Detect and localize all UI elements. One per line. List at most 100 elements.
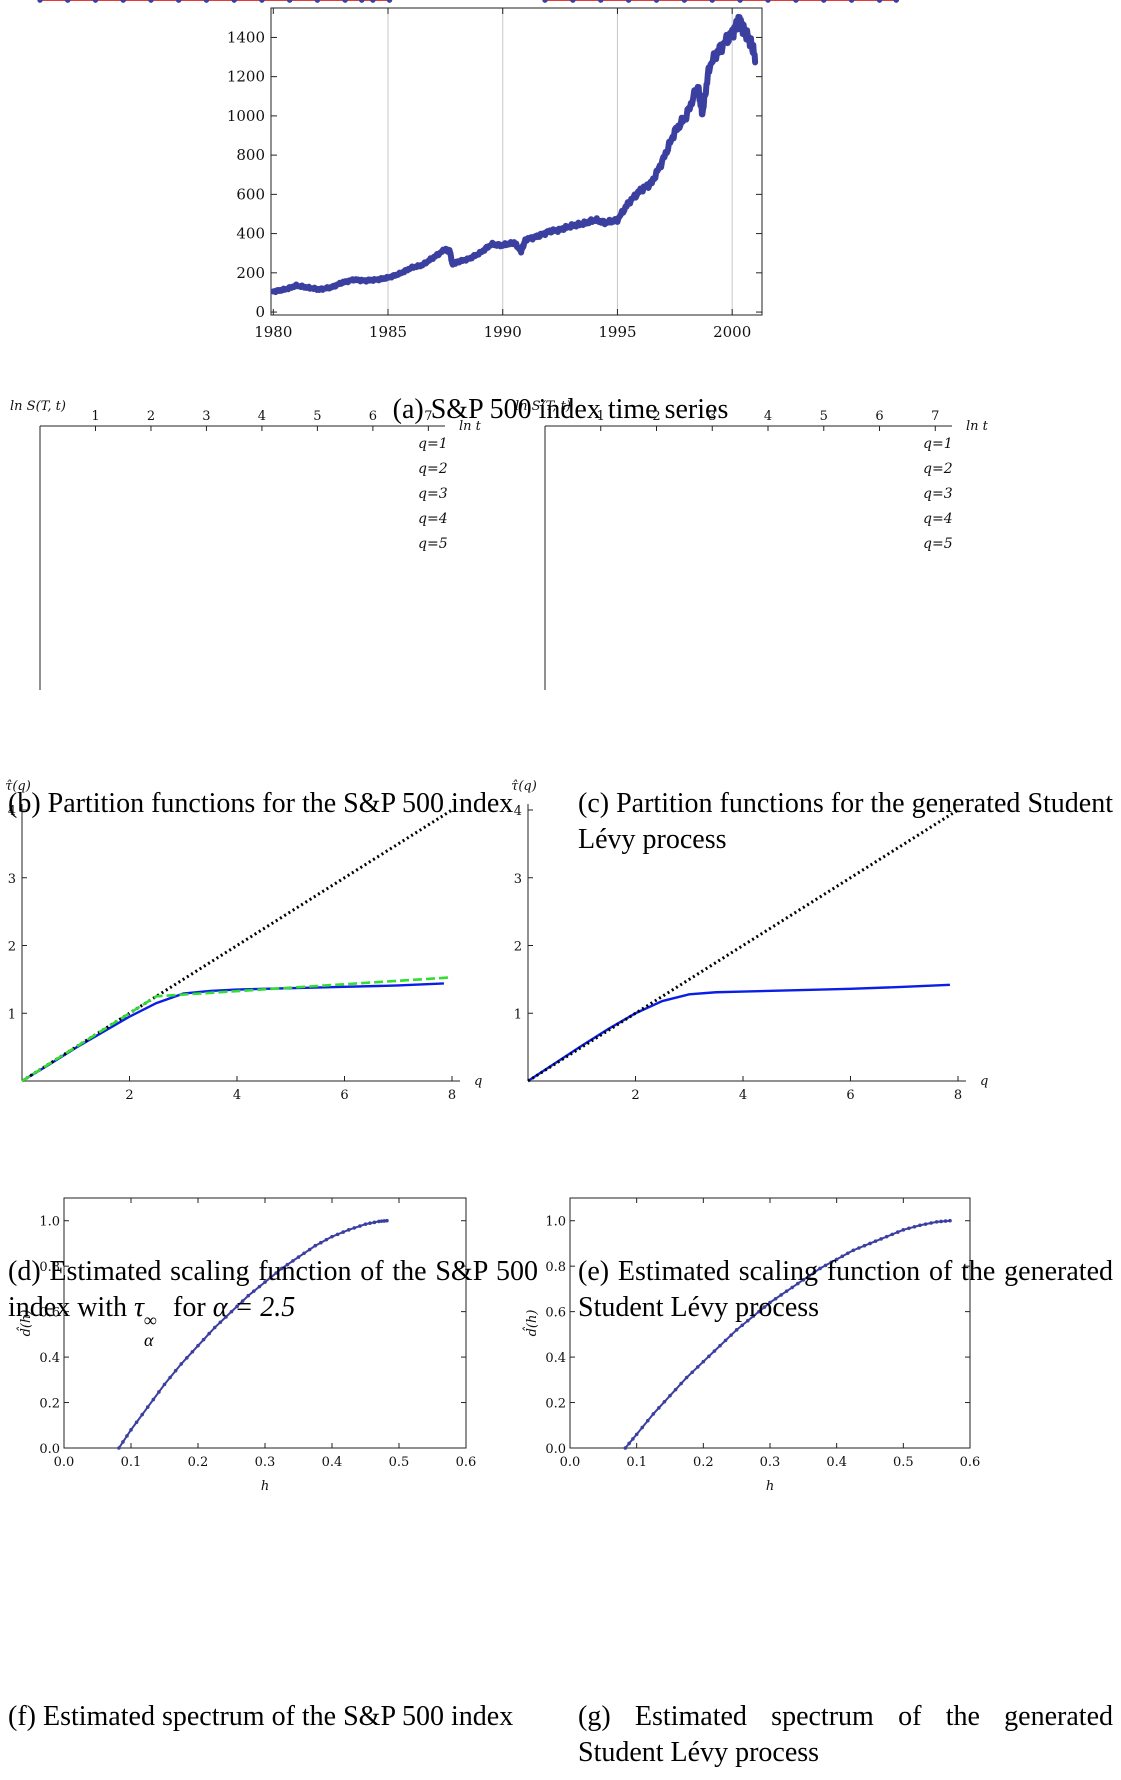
x-tick-label: 0.2 [188, 1455, 209, 1470]
chart-b-group: ln S(T, t) ln t 1 2 3 4 5 6 7 −5−10−15 q=1 q=2 q=3 q=… [7, 0, 482, 690]
spectrum-point [734, 1328, 739, 1332]
caption-d-text: (d) Estimated scaling function of the S&… [8, 1256, 538, 1323]
spectrum-point [879, 1237, 883, 1241]
spectrum-point [923, 1222, 928, 1226]
spectrum-point [762, 1305, 767, 1309]
chart-f-group: h d̂(h) 0.0 0.1 0.2 0.3 0.4 0.5 0.6 0.0 0.2 0.4 0.6 0… [16, 1197, 477, 1494]
spectrum-point [335, 1232, 340, 1237]
spectrum-point [779, 1293, 783, 1297]
y-tick-label: −2 [520, 0, 539, 4]
spectrum-point [173, 1368, 178, 1373]
spectrum-point [285, 1262, 290, 1267]
spectrum-point [341, 1230, 345, 1234]
spectrum-point [729, 1333, 733, 1337]
series-point [765, 0, 771, 3]
caption-d-tau: τ ∞ α [134, 1292, 157, 1350]
y-axis-label: d̂(h) [522, 1310, 540, 1337]
x-tick-label: 0.5 [389, 1455, 410, 1470]
y-tick-label: 0.0 [545, 1442, 566, 1457]
series-point [626, 0, 632, 3]
x-tick-label: 0.0 [560, 1455, 581, 1470]
y-tick-label: 0.2 [39, 1397, 60, 1412]
x-tick-label: 2 [147, 409, 155, 424]
x-tick-label: 4 [764, 409, 772, 424]
spectrum-point [801, 1278, 806, 1282]
y-tick-label: 0.4 [39, 1351, 60, 1366]
chart-c-group: ln S(T, t) ln t 1 2 3 4 5 6 7 −2−4−6−8−10−12−14 q=… [512, 0, 989, 690]
series-point [65, 0, 71, 3]
spectrum-point [845, 1251, 850, 1256]
spectrum-point [201, 1337, 206, 1342]
spectrum-point [740, 1323, 745, 1328]
spectrum-point [895, 1230, 900, 1234]
spectrum-point [790, 1285, 795, 1290]
series-point [893, 0, 899, 3]
spectrum-point [690, 1370, 695, 1375]
caption-e: (e) Estimated scaling function of the ge… [578, 1256, 1113, 1323]
x-tick-label: 0.4 [322, 1455, 343, 1470]
series-identity [21, 808, 453, 1083]
y-axis-label: τ̂(q) [511, 779, 537, 794]
spectrum-point [901, 1228, 906, 1232]
spectrum-point [379, 1219, 384, 1223]
y-tick-label: 0.6 [39, 1306, 60, 1321]
spectrum-point [117, 1446, 121, 1450]
series-point [148, 0, 154, 3]
x-tick-label: 8 [448, 1088, 456, 1103]
spectrum-point [252, 1289, 256, 1293]
spectrum-point [263, 1280, 267, 1284]
y-tick-label: 1400 [227, 28, 265, 46]
spectrum-point [623, 1446, 628, 1450]
x-tick-label: 2 [125, 1088, 133, 1103]
y-tick-label: −15 [7, 0, 34, 4]
spectrum-point [712, 1349, 717, 1353]
x-tick-label: 3 [708, 409, 716, 424]
series-point [259, 0, 265, 3]
spectrum-point [134, 1420, 139, 1425]
spectrum-point [235, 1304, 239, 1309]
series-point [203, 0, 210, 3]
y-tick-label: 1200 [227, 68, 265, 86]
spectrum-point [939, 1219, 943, 1224]
x-tick-label: 2 [631, 1088, 639, 1103]
series-point [287, 0, 293, 3]
y-axis-label: ln S(T, t) [10, 399, 66, 414]
y-tick-label: −14 [512, 0, 539, 4]
caption-f: (f) Estimated spectrum of the S&P 500 in… [8, 1701, 514, 1732]
spectrum-point [240, 1299, 245, 1303]
spectrum-point [662, 1399, 667, 1404]
y-tick-label: −6 [520, 0, 539, 4]
x-tick-label: 1995 [598, 323, 636, 341]
spectrum-point [377, 1219, 381, 1224]
y-tick-label: −10 [7, 0, 34, 4]
spectrum-point [151, 1397, 156, 1402]
y-tick-label: 2 [8, 940, 16, 955]
series-point [92, 0, 99, 3]
spectrum-point [912, 1224, 917, 1229]
x-tick-label: 0.1 [626, 1455, 647, 1470]
x-axis-label: h [766, 1479, 774, 1494]
spectrum-point [246, 1293, 251, 1298]
y-tick-label: 600 [236, 185, 265, 203]
spectrum-point [695, 1365, 700, 1369]
series-point [542, 0, 548, 3]
spectrum-point [302, 1251, 306, 1256]
x-tick-label: 0.0 [54, 1455, 75, 1470]
series-point [793, 0, 799, 3]
spectrum-point [745, 1318, 750, 1323]
spectrum-point [352, 1226, 357, 1230]
x-tick-label: 6 [846, 1088, 854, 1103]
x-tick-label: 0.2 [693, 1455, 714, 1470]
spectrum-point [757, 1309, 761, 1314]
series-point [737, 0, 743, 3]
series-point [120, 0, 126, 3]
spectrum-point [224, 1315, 228, 1319]
x-tick-label: 0.6 [456, 1455, 477, 1470]
spectrum-point [657, 1406, 661, 1410]
spectrum-point [296, 1255, 301, 1259]
y-axis-label: d̂(h) [16, 1310, 34, 1337]
y-tick-label: 0 [255, 303, 265, 321]
y-tick-label: −10 [512, 0, 539, 4]
spectrum-point [943, 1219, 948, 1223]
spectrum-point [257, 1284, 262, 1289]
